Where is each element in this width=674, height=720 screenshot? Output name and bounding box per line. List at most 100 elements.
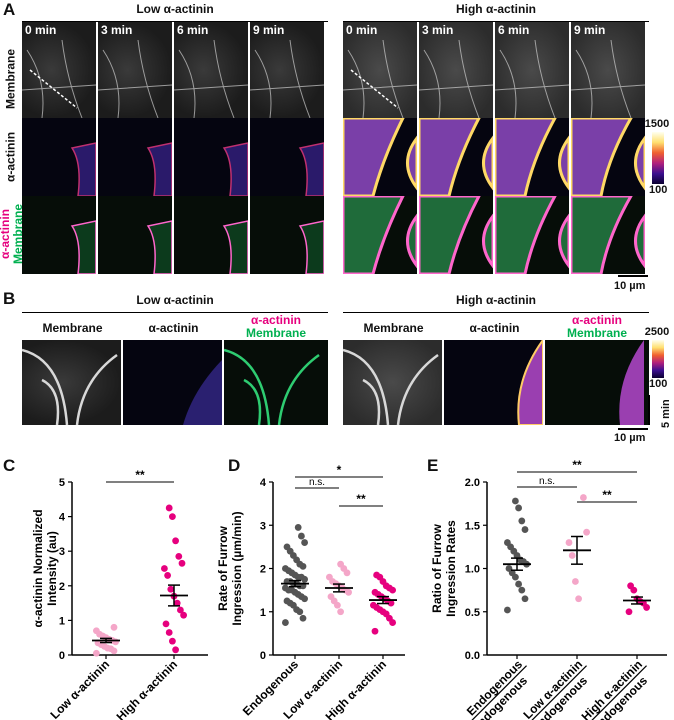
data-point-C-1-12 — [175, 552, 183, 560]
data-point-C-0-0 — [93, 649, 100, 657]
x-tick-label-C-1: High α-actinin — [114, 657, 181, 720]
y-tick-label-E-0: 0.0 — [465, 650, 480, 662]
panel-b-low-col-actinin: α-actinin — [148, 321, 199, 335]
data-point-D-0-33 — [301, 539, 308, 546]
time-label-high-3: 9 min — [574, 23, 606, 37]
data-point-C-0-14 — [110, 623, 118, 631]
data-point-E-0-3 — [515, 580, 522, 588]
data-point-E-0-0 — [504, 606, 511, 614]
data-point-E-1-5 — [580, 494, 587, 501]
panel-label-e: E — [427, 456, 439, 475]
row-label-merge: α-actinin Membrane — [0, 199, 25, 269]
ratio-bar-E-0 — [462, 665, 527, 720]
panel-a-high-header: High α-actinin — [455, 2, 537, 16]
microscopy-tile-high-actinin-3 — [571, 118, 645, 196]
y-tick-label-C-5: 5 — [59, 477, 65, 489]
data-point-C-1-9 — [164, 572, 172, 579]
y-tick-label-E-4: 2.0 — [465, 477, 480, 489]
data-point-C-1-2 — [165, 629, 173, 636]
time-label-high-2: 6 min — [498, 23, 530, 37]
panel-b-high-rule — [343, 312, 649, 313]
microscopy-tile-low-merge-0 — [22, 196, 96, 274]
sig-label-E-2: ** — [602, 488, 612, 502]
data-point-C-1-11 — [178, 559, 186, 567]
panel-b-high-col-membrane: Membrane — [363, 321, 424, 335]
microscopy-tile-low-actinin-1 — [98, 118, 172, 196]
data-point-E-0-16 — [515, 504, 522, 512]
data-point-C-1-0 — [172, 646, 180, 654]
microscopy-tile-low-merge-3 — [250, 196, 324, 274]
microscopy-tile-low-actinin-2 — [174, 118, 248, 196]
data-point-C-1-10 — [161, 565, 168, 572]
microscopy-tile-low-actinin-3 — [250, 118, 324, 196]
data-point-E-0-13 — [504, 539, 511, 546]
y-tick-label-D-1: 1 — [260, 607, 266, 619]
panel-label-a: A — [3, 0, 16, 19]
sig-label-D-2: ** — [356, 492, 366, 506]
data-point-C-1-8 — [167, 585, 175, 593]
data-point-E-1-0 — [575, 595, 582, 603]
y-axis-label-D-1: Ingression (µm/min) — [230, 511, 244, 625]
microscopy-tile-high-merge-2 — [495, 196, 569, 274]
panel-b-scalebar-y-label: 5 min — [660, 399, 672, 428]
microscopy-tile-high-actinin-1 — [419, 118, 493, 196]
data-point-C-1-6 — [173, 599, 181, 607]
panel-b-high-merge-membrane: Membrane — [566, 326, 628, 340]
panel-a-scalebar-label: 10 µm — [614, 280, 646, 292]
y-tick-label-C-0: 0 — [59, 650, 65, 662]
data-point-E-1-2 — [568, 552, 576, 559]
panel-b-colorbar-min: 100 — [649, 378, 668, 390]
y-tick-label-D-4: 4 — [260, 477, 267, 489]
row-label-merge-membrane: Membrane — [11, 203, 25, 265]
data-point-E-0-6 — [505, 565, 513, 572]
microscopy-tile-high-membrane-2 — [495, 22, 569, 118]
chart-e-ratio: 0.0 0.5 1.0 1.5 2.0 Ratio of Furrow Ingression… — [430, 460, 667, 720]
microscopy-tile-low-actinin-0 — [22, 118, 96, 196]
data-point-C-1-14 — [169, 513, 176, 520]
panel-a-high-rule — [343, 21, 649, 22]
data-point-D-2-19 — [373, 571, 380, 579]
kymograph-high-merge — [545, 340, 649, 425]
data-point-D-1-0 — [337, 608, 344, 616]
y-tick-label-C-1: 1 — [59, 615, 65, 627]
data-point-E-0-1 — [521, 595, 529, 603]
time-label-low-3: 9 min — [253, 23, 285, 37]
y-tick-label-C-3: 3 — [59, 546, 65, 558]
data-point-C-1-13 — [172, 537, 180, 545]
panel-label-b: B — [3, 289, 16, 308]
data-point-E-1-1 — [572, 578, 579, 585]
data-point-D-0-35 — [294, 524, 302, 531]
y-axis-label-E-0: Ratio of Furrow — [430, 524, 444, 613]
data-point-D-2-0 — [371, 627, 379, 635]
data-point-D-1-3 — [327, 593, 335, 601]
panel-b-low-rule — [22, 312, 328, 313]
data-point-C-1-3 — [162, 620, 170, 628]
microscopy-tile-low-merge-2 — [174, 196, 248, 274]
microscopy-tile-high-merge-0 — [343, 196, 417, 274]
data-point-E-0-2 — [518, 586, 526, 594]
sig-label-E-0: n.s. — [539, 476, 555, 487]
kymograph-high-actinin — [444, 340, 543, 425]
row-label-actinin: α-actinin — [3, 131, 18, 183]
microscopy-tile-low-membrane-2 — [174, 22, 248, 118]
data-point-E-0-17 — [512, 497, 519, 505]
data-point-E-0-14 — [521, 526, 529, 533]
y-tick-label-E-2: 1.0 — [465, 564, 480, 576]
y-tick-label-D-3: 3 — [260, 520, 266, 532]
panel-a-colorbar-min: 100 — [649, 184, 668, 196]
time-label-high-1: 3 min — [422, 23, 454, 37]
panel-b-low-merge-membrane: Membrane — [245, 326, 307, 340]
data-point-D-0-32 — [283, 543, 291, 551]
panel-b-colorbar-max: 2500 — [644, 326, 670, 338]
time-label-low-1: 3 min — [101, 23, 133, 37]
microscopy-tile-high-actinin-2 — [495, 118, 569, 196]
microscopy-tile-high-merge-1 — [419, 196, 493, 274]
panel-a-colorbar-max: 1500 — [644, 118, 670, 130]
y-tick-label-E-1: 0.5 — [465, 607, 480, 619]
data-point-E-2-6 — [627, 582, 634, 590]
panel-a-colorbar — [652, 132, 664, 184]
data-point-D-2-7 — [370, 601, 377, 609]
microscopy-tile-high-actinin-0 — [343, 118, 417, 196]
microscopy-tile-low-membrane-3 — [250, 22, 324, 118]
panel-a-scalebar — [618, 275, 648, 277]
